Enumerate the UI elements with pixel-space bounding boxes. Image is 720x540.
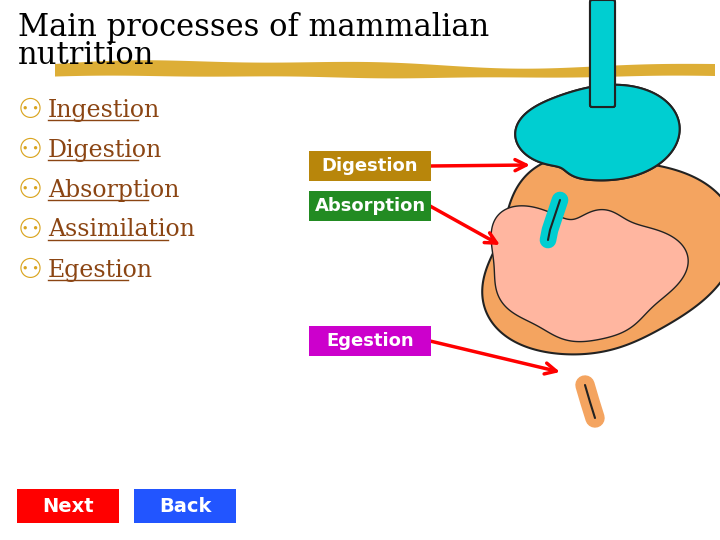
- Text: Assimilation: Assimilation: [48, 219, 195, 241]
- FancyBboxPatch shape: [134, 489, 236, 523]
- FancyBboxPatch shape: [309, 191, 431, 221]
- Text: ⚇: ⚇: [18, 256, 43, 284]
- Text: nutrition: nutrition: [18, 40, 155, 71]
- FancyBboxPatch shape: [309, 326, 431, 356]
- Text: Digestion: Digestion: [48, 138, 162, 161]
- Polygon shape: [516, 85, 680, 180]
- Text: ⚇: ⚇: [18, 216, 43, 244]
- FancyBboxPatch shape: [17, 489, 119, 523]
- Polygon shape: [55, 60, 715, 78]
- Text: Digestion: Digestion: [322, 157, 418, 175]
- Text: Ingestion: Ingestion: [48, 98, 161, 122]
- FancyBboxPatch shape: [590, 0, 615, 107]
- Text: Main processes of mammalian: Main processes of mammalian: [18, 12, 490, 43]
- Text: ⚇: ⚇: [18, 96, 43, 124]
- Text: Egestion: Egestion: [326, 332, 414, 350]
- Polygon shape: [482, 156, 720, 354]
- FancyBboxPatch shape: [590, 0, 615, 107]
- Text: ⚇: ⚇: [18, 176, 43, 204]
- FancyBboxPatch shape: [309, 151, 431, 181]
- Text: Back: Back: [159, 496, 211, 516]
- Text: Egestion: Egestion: [48, 259, 153, 281]
- Text: ⚇: ⚇: [18, 136, 43, 164]
- Polygon shape: [491, 206, 688, 342]
- Text: Next: Next: [42, 496, 94, 516]
- Text: Absorption: Absorption: [315, 197, 426, 215]
- Polygon shape: [516, 85, 680, 180]
- Text: Absorption: Absorption: [48, 179, 179, 201]
